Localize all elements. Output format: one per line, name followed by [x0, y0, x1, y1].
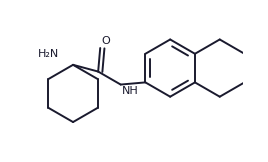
Text: H₂N: H₂N [38, 49, 59, 59]
Text: O: O [102, 36, 110, 46]
Text: NH: NH [121, 86, 138, 96]
